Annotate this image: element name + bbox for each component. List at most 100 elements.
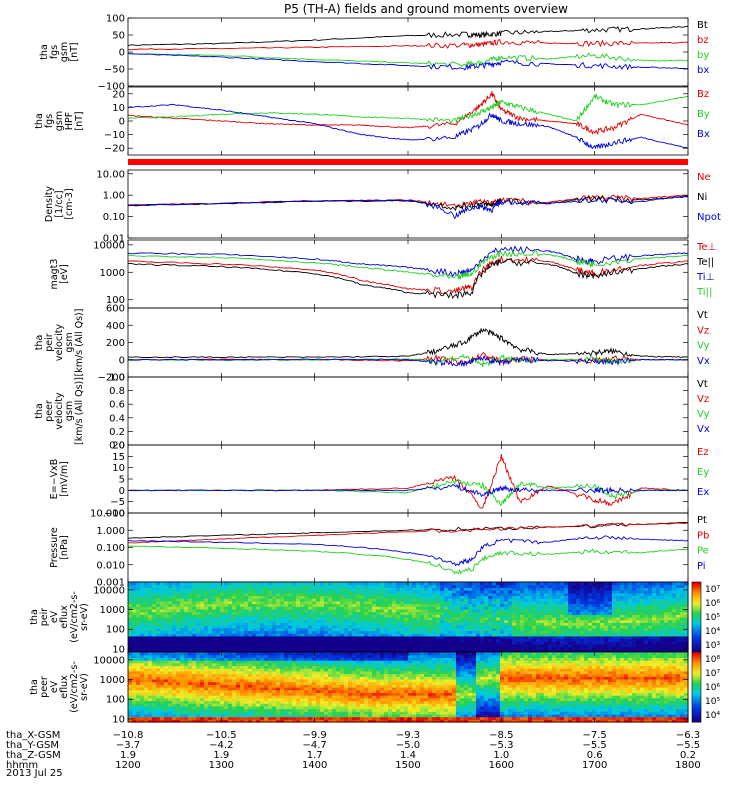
y-axis-label: velocity	[54, 324, 65, 362]
colorbar: 10⁷ 10⁶ 10⁵ 10⁴ 10³	[691, 581, 720, 653]
panel-5: Vt Vz Vy Vx 600 400 200 0 −200 tha peir velocity gsm…	[34, 304, 710, 384]
y-axis-label: [mV/m]	[59, 461, 70, 497]
y-tick-label: −100	[98, 82, 125, 93]
legend-bx: bx	[697, 65, 709, 76]
colorbar-tick-label: 10⁶	[705, 599, 720, 609]
series-line-bx	[127, 53, 689, 71]
x-axis-value: 1.7	[307, 750, 323, 761]
legend-Vy: Vy	[697, 341, 710, 352]
y-tick-label: 0	[119, 486, 125, 497]
date-label: 2013 Jul 25	[6, 768, 63, 779]
series-line-Ex	[128, 482, 689, 498]
y-tick-label: 0.8	[109, 386, 125, 397]
y-axis-label: tha	[39, 44, 50, 60]
panel-6: Vt Vz Vy Vx 1.0 0.8 0.6 0.4 0.2 0.0 tha peer velocit…	[34, 373, 710, 452]
series-line-Vt	[127, 328, 689, 359]
legend-Bt: Bt	[697, 20, 708, 31]
x-axis-value: −9.3	[396, 730, 420, 741]
x-axis-value: −4.2	[209, 740, 233, 751]
y-tick-label: 0.0	[109, 441, 125, 452]
legend-Ne: Ne	[697, 172, 711, 183]
series-line-Vx	[127, 354, 689, 367]
series-line-Bt	[127, 26, 688, 47]
x-axis-value: 1600	[489, 760, 514, 771]
x-axis-value: 1700	[582, 760, 607, 771]
y-tick-label: 10	[112, 714, 125, 725]
y-tick-label: 50	[112, 31, 125, 42]
series-line-Ne	[127, 194, 689, 209]
x-axis-value: −5.5	[676, 740, 700, 751]
y-tick-label: −10	[104, 509, 125, 520]
y-tick-label: 0.01	[103, 234, 125, 245]
y-axis-label: tha	[29, 609, 40, 625]
legend-Ni: Ni	[697, 192, 707, 203]
x-axis-row-name: tha_Y-GSM	[6, 740, 59, 751]
legend-Ey: Ey	[697, 467, 709, 478]
y-axis-label: tha	[29, 679, 40, 695]
x-axis-value: −5.0	[396, 740, 420, 751]
y-axis-label: tha	[34, 403, 45, 419]
y-tick-label: −5	[110, 497, 125, 508]
x-axis-value: −3.7	[116, 740, 140, 751]
x-axis-value: 1.9	[213, 750, 229, 761]
series-line-Te||	[127, 257, 689, 300]
y-axis-label: (eV/cm2-s-	[69, 591, 80, 643]
y-tick-label: 0.6	[109, 400, 125, 411]
y-tick-label: −200	[98, 373, 125, 384]
colorbar-tick-label: 10⁷	[705, 585, 720, 595]
y-axis-label: [nT]	[74, 111, 85, 130]
legend-Npot: Npot	[697, 212, 721, 223]
series-line-by	[127, 52, 689, 68]
y-axis-label: gsm	[64, 401, 75, 421]
series-line-Te⊥	[127, 255, 689, 295]
y-axis-label: Density	[44, 186, 55, 222]
legend-Vt: Vt	[697, 310, 708, 321]
panel-frame	[127, 376, 689, 446]
x-axis-value: 0.6	[587, 750, 603, 761]
legend-Bz: Bz	[697, 89, 709, 100]
figure-title: P5 (TH-A) fields and ground moments over…	[284, 2, 568, 16]
legend-Te||: Te||	[696, 257, 714, 268]
y-tick-label: 100	[106, 695, 125, 706]
colorbar-tick-label: 10⁴	[705, 711, 720, 721]
colorbar-tick-label: 10⁵	[705, 697, 720, 707]
y-tick-label: 10000	[93, 585, 125, 596]
legend-Ex: Ex	[697, 487, 709, 498]
legend-Ti⊥: Ti⊥	[696, 272, 714, 283]
series-line-Pi	[127, 535, 689, 567]
y-tick-label: 100	[106, 625, 125, 636]
legend-Vx: Vx	[697, 356, 710, 367]
y-tick-label: 0	[119, 48, 125, 59]
legend-Pt: Pt	[697, 515, 707, 526]
y-axis-label: gsm	[64, 332, 75, 352]
colorbar-tick-label: 10³	[705, 641, 720, 651]
y-axis-label: sr-eV)	[79, 673, 90, 701]
x-axis-value: 1.9	[120, 750, 136, 761]
x-axis-labels: tha_X-GSM −10.8 −10.5 −9.9 −9.3 −8.5 −7.5 −6.3 t…	[6, 730, 701, 771]
y-tick-label: 10000	[93, 240, 125, 251]
x-axis-value: 1300	[209, 760, 234, 771]
y-tick-label: 0.10	[103, 212, 125, 223]
x-axis-row-name: tha_Z-GSM	[6, 750, 61, 761]
y-tick-label: 1000	[100, 605, 125, 616]
y-tick-label: 10.000	[90, 509, 125, 520]
series-line-Ti⊥	[127, 245, 689, 278]
y-axis-label: fgs	[44, 114, 55, 128]
y-axis-label: tha	[34, 113, 45, 129]
y-tick-label: 0	[119, 117, 125, 128]
y-tick-label: 1.000	[96, 526, 125, 537]
y-tick-label: 0.010	[96, 560, 125, 571]
y-axis-label: [1/cc]	[54, 190, 65, 217]
y-tick-label: 10	[112, 463, 125, 474]
y-axis-label: (eV/cm2-s-	[69, 661, 80, 713]
y-tick-label: 15	[112, 452, 125, 463]
y-axis-label: peer	[39, 676, 50, 698]
y-axis-label: peir	[39, 608, 50, 627]
y-axis-label: gsm	[54, 111, 65, 131]
x-axis-value: 1.0	[493, 750, 509, 761]
y-axis-label: [cm-3]	[64, 188, 75, 219]
legend-Pe: Pe	[697, 546, 709, 557]
legend-by: by	[697, 50, 709, 61]
